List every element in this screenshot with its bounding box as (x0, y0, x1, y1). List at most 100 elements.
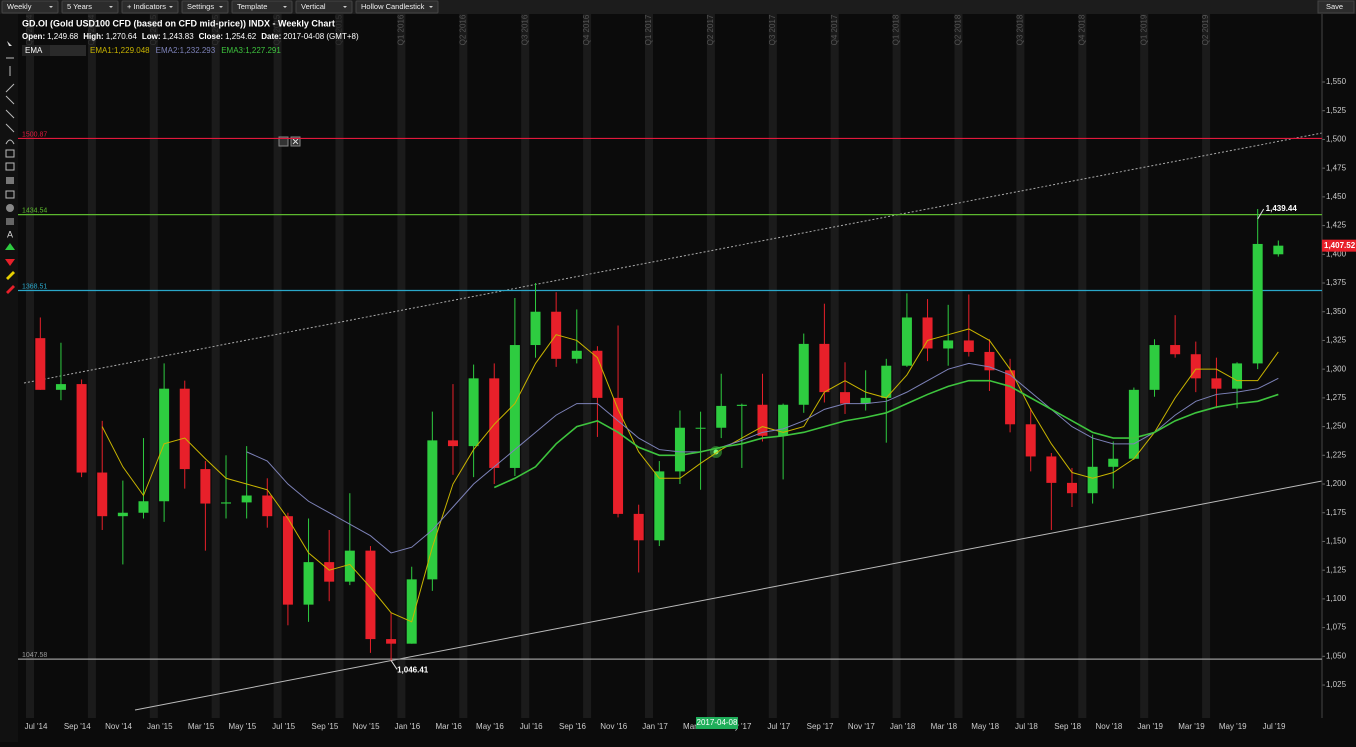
candle-body (592, 350, 603, 398)
candle-body (1025, 424, 1036, 457)
toolbar-button[interactable] (181, 0, 229, 14)
x-tick-label: Jul '17 (767, 722, 790, 731)
y-tick-label: 1,375 (1326, 278, 1347, 287)
candle-body (447, 440, 458, 447)
quarter-label: Q4 2018 (1077, 14, 1086, 45)
up-arrow-tool[interactable] (5, 243, 15, 250)
candle-body (881, 365, 892, 398)
candle-body (922, 317, 933, 349)
quarter-band (335, 14, 344, 718)
quarter-label: Q2 2015 (211, 14, 220, 45)
highlight-tool[interactable] (6, 271, 15, 280)
trend-tool[interactable] (5, 83, 15, 93)
candle-body (344, 550, 355, 582)
candle-body (1190, 354, 1201, 379)
x-tick-label: Jul '18 (1015, 722, 1038, 731)
quarter-label: Q1 2016 (397, 14, 406, 45)
toolbar-button[interactable] (231, 0, 293, 14)
toolbar-button[interactable] (61, 0, 119, 14)
toolbar-button[interactable] (355, 0, 439, 14)
low-marker-label: 1,046.41 (397, 666, 429, 675)
ray-tool[interactable] (5, 95, 15, 105)
chart-title: GD.OI (Gold USD100 CFD (based on CFD mid… (22, 18, 335, 28)
level-label: 1047.58 (22, 652, 47, 659)
quarter-band (1078, 14, 1087, 718)
candle-body (736, 404, 747, 406)
candle-body (1273, 245, 1284, 255)
candle-body (282, 516, 293, 605)
quarter-band (645, 14, 653, 718)
x-tick-label: May '18 (971, 722, 999, 731)
quarter-label: Q3 2017 (768, 14, 777, 45)
quarter-label: Q4 2017 (830, 14, 839, 45)
circle-tool[interactable] (6, 204, 14, 212)
candle-body (221, 502, 232, 504)
gann-tool[interactable] (6, 177, 14, 184)
candle-body (860, 397, 871, 404)
down-arrow-tool[interactable] (5, 259, 15, 266)
rect-tool[interactable] (5, 149, 15, 158)
ema-controls[interactable] (50, 45, 86, 56)
candle-body (613, 397, 624, 514)
x-tick-label: Nov '16 (600, 722, 627, 731)
quarter-band (892, 14, 901, 718)
y-tick-label: 1,100 (1326, 594, 1347, 603)
candle-body (1005, 370, 1016, 425)
x-tick-label: Jul '19 (1263, 722, 1286, 731)
y-tick-label: 1,550 (1326, 77, 1347, 86)
quarter-band (1140, 14, 1149, 718)
quarter-label: Q3 2016 (520, 14, 529, 45)
high-marker-line (1257, 208, 1265, 220)
close-x (292, 138, 299, 145)
candle-body (530, 311, 541, 346)
candle-body (1211, 378, 1222, 389)
x-tick-label: Jan '18 (890, 722, 916, 731)
y-tick-label: 1,050 (1326, 651, 1347, 660)
candle-body (1108, 458, 1119, 467)
eraser-tool[interactable] (6, 285, 15, 294)
quarter-label: Q1 2017 (644, 14, 653, 45)
candle-body (633, 513, 644, 541)
info-label: Close: (199, 32, 223, 41)
left-toolbar: A (0, 14, 18, 742)
toolbar-button-label: + Indicators (127, 2, 166, 11)
ema-tag (22, 45, 50, 56)
pointer-tool[interactable] (7, 41, 12, 46)
toolbar-button[interactable] (295, 0, 353, 14)
quarter-band (397, 14, 406, 718)
quarter-label: Q3 2015 (273, 14, 282, 45)
text-tool[interactable]: A (7, 229, 13, 239)
lock-tool[interactable] (6, 218, 14, 225)
quarter-band (459, 14, 468, 718)
info-value: 1,270.64 (106, 32, 138, 41)
quarter-band (521, 14, 530, 718)
low-marker-line (390, 660, 398, 670)
y-tick-label: 1,225 (1326, 450, 1347, 459)
x-tick-label: Sep '15 (311, 722, 338, 731)
quarter-label: Q2 2018 (954, 14, 963, 45)
dropdown-arrow (283, 6, 287, 8)
toolbar-button[interactable] (121, 0, 179, 14)
channel-tool[interactable] (5, 123, 15, 133)
candle-body (901, 317, 912, 366)
candle-body (303, 562, 314, 605)
toolbar-button[interactable] (1, 0, 59, 14)
x-tick-label: May '19 (1219, 722, 1247, 731)
candle-body (365, 550, 376, 640)
fib-tool[interactable] (5, 162, 15, 171)
settings-icon[interactable] (278, 136, 289, 147)
last-price-box (1322, 239, 1356, 252)
candle-body (468, 378, 479, 447)
info-label: Date: (261, 32, 281, 41)
info-value: 2017-04-08 (GMT+8) (283, 32, 359, 41)
arc-tool[interactable] (5, 139, 15, 145)
ext-tool[interactable] (5, 109, 15, 119)
candle-body (963, 340, 974, 352)
x-tick-label: Jul '14 (25, 722, 48, 731)
save-button[interactable] (1317, 0, 1355, 14)
x-tick-label: Sep '18 (1054, 722, 1081, 731)
pitch-tool[interactable] (5, 190, 15, 199)
x-tick-label: May '15 (228, 722, 256, 731)
